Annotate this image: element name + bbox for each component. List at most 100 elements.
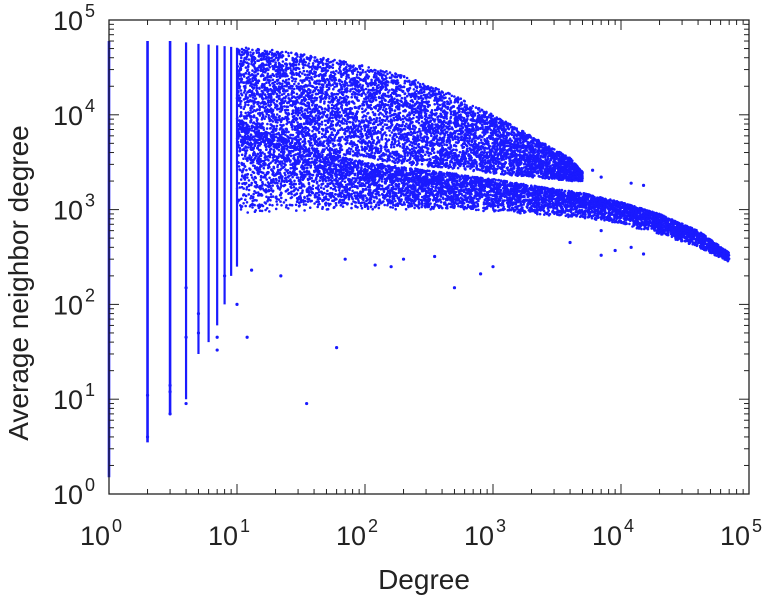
upper-band-point — [342, 153, 346, 156]
upper-band-point — [340, 80, 344, 84]
upper-band-point — [412, 125, 415, 128]
upper-band-point — [437, 90, 441, 94]
upper-band-point — [422, 90, 426, 94]
upper-band-point — [237, 90, 240, 93]
upper-band-point — [416, 131, 419, 134]
upper-band-point — [420, 94, 423, 98]
upper-band-point — [361, 107, 364, 110]
upper-band-point — [364, 118, 368, 121]
upper-band-point — [404, 117, 407, 120]
upper-band-point — [408, 86, 412, 90]
upper-band-point — [427, 120, 431, 123]
upper-band-point — [362, 100, 365, 103]
upper-band-point — [401, 117, 405, 121]
upper-band-point — [238, 77, 241, 81]
upper-band-point — [278, 110, 282, 113]
upper-band-point — [459, 127, 462, 131]
upper-band-point — [292, 87, 296, 91]
upper-band-point — [239, 64, 243, 68]
upper-band-point — [509, 156, 512, 160]
upper-band-point — [449, 110, 453, 114]
upper-band-point — [481, 131, 484, 134]
upper-band-point — [265, 81, 268, 84]
upper-band-point — [242, 98, 246, 101]
upper-band-point — [502, 137, 506, 140]
upper-band-point — [360, 145, 364, 148]
upper-band-point — [284, 50, 288, 54]
upper-band-point — [299, 53, 303, 56]
upper-band-point — [427, 100, 431, 103]
upper-band-point — [361, 116, 365, 119]
upper-band-point — [402, 114, 405, 118]
upper-band-point — [308, 73, 311, 77]
upper-band-point — [276, 78, 280, 82]
upper-band-point — [361, 68, 365, 72]
upper-band-point — [481, 118, 485, 122]
upper-band-point — [355, 112, 358, 116]
upper-band-point — [386, 91, 390, 94]
upper-band-point — [344, 84, 347, 87]
upper-band-point — [335, 96, 338, 99]
upper-band-point — [478, 162, 482, 166]
upper-band-point — [369, 155, 373, 159]
upper-band-point — [273, 89, 277, 92]
upper-band-point — [251, 48, 254, 52]
upper-band-point — [278, 107, 281, 110]
upper-band-point — [331, 63, 335, 66]
upper-band-point — [470, 140, 474, 144]
upper-band-point — [537, 151, 540, 154]
upper-band-point — [419, 132, 423, 136]
upper-band-point — [303, 115, 306, 118]
upper-band-point — [355, 73, 359, 76]
upper-band-point — [388, 89, 391, 92]
upper-band-point — [360, 127, 363, 131]
upper-band-point — [380, 137, 383, 141]
upper-band-point — [460, 144, 464, 147]
upper-band-point — [459, 107, 463, 110]
upper-band-point — [412, 161, 416, 165]
upper-band-point — [393, 112, 396, 116]
upper-band-point — [522, 162, 526, 166]
upper-band-point — [325, 146, 329, 150]
upper-band-point — [477, 141, 481, 145]
upper-band-point — [276, 121, 279, 124]
upper-band-point — [342, 111, 346, 114]
upper-band-point — [269, 123, 272, 126]
upper-band-point — [412, 113, 416, 117]
upper-band-point — [464, 159, 467, 162]
upper-band-point — [313, 104, 317, 108]
upper-band-point — [283, 96, 287, 100]
upper-band-point — [320, 69, 324, 73]
upper-band-point — [333, 148, 336, 152]
upper-band-point — [288, 120, 291, 124]
upper-band-point — [385, 115, 388, 118]
upper-band-point — [476, 117, 479, 121]
upper-band-point — [258, 53, 261, 56]
upper-band-point — [405, 76, 409, 80]
upper-band-point — [512, 131, 516, 135]
upper-band-point — [345, 122, 349, 125]
upper-band-point — [399, 99, 403, 103]
upper-band-point — [392, 145, 396, 149]
upper-band-point — [409, 156, 412, 159]
upper-band-point — [443, 100, 446, 104]
upper-band-point — [243, 89, 247, 92]
upper-band-point — [320, 83, 324, 86]
upper-band-point — [400, 129, 404, 132]
upper-band-point — [241, 62, 244, 65]
upper-band-point — [357, 139, 360, 143]
upper-band-point — [290, 112, 294, 116]
upper-band-point — [463, 154, 466, 157]
upper-band-point — [333, 58, 336, 62]
upper-band-point — [239, 106, 243, 109]
upper-band-point — [246, 64, 250, 68]
upper-band-point — [405, 94, 409, 98]
upper-band-point — [441, 122, 445, 126]
upper-band-point — [370, 118, 373, 122]
upper-band-point — [437, 131, 440, 134]
upper-band-point — [433, 126, 437, 130]
upper-band-point — [511, 150, 515, 153]
upper-band-point — [416, 135, 420, 138]
upper-band-point — [500, 158, 503, 162]
upper-band-point — [481, 123, 484, 127]
